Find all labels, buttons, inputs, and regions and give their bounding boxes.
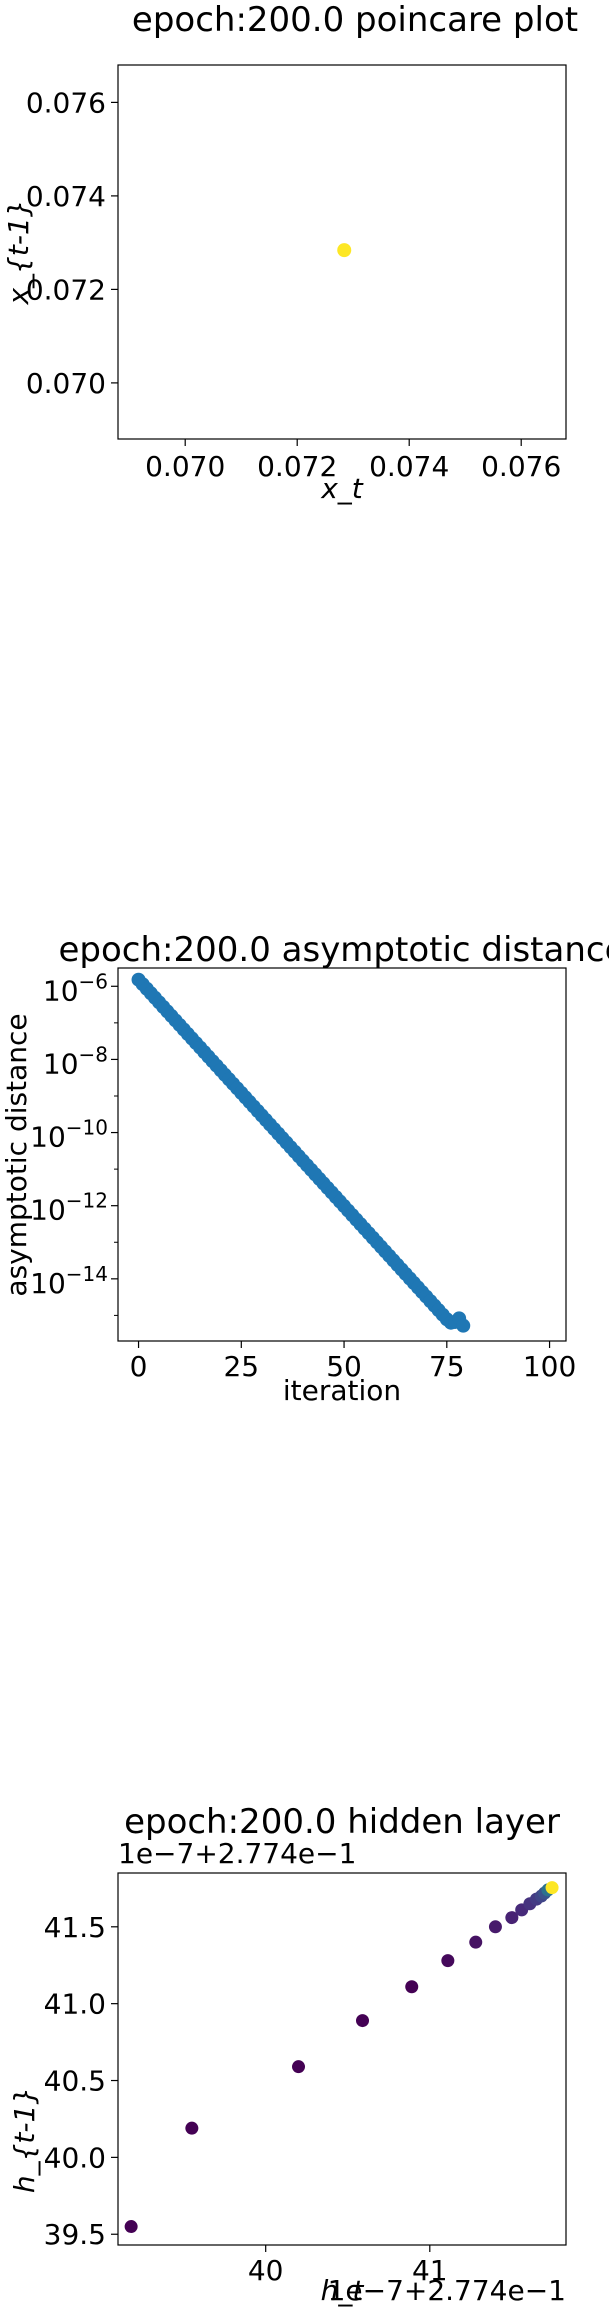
hidden-y-offset-label: 1e−7+2.774e−1 [118,1837,356,1870]
asymptotic-y-tick-exp: −10 [66,1116,108,1140]
asymptotic-y-tick-base: 10 [30,1194,66,1227]
poincare-x-tick-label: 0.074 [369,450,449,483]
hidden-point [185,2121,199,2135]
hidden-point [441,1954,455,1968]
hidden-x-label-text: h_t [321,2274,365,2307]
hidden-y-tick-label: 41.0 [44,1988,106,2021]
poincare-y-label-text: x_{t-1} [2,199,35,305]
poincare-title: epoch:200.0 poincare plot [132,0,578,40]
poincare-y-tick-label: 0.070 [26,367,106,400]
asymptotic-title: epoch:200.0 asymptotic distance [59,930,609,970]
asymptotic-x-tick-label: 25 [223,1350,259,1383]
poincare-y-label: x_{t-1} [2,199,35,305]
poincare-x-tick-label: 0.070 [145,450,225,483]
asymptotic-x-label: iteration [283,1374,401,1407]
asymptotic-x-tick-label: 100 [523,1350,576,1383]
poincare-y-tick-label: 0.074 [26,180,106,213]
hidden-x-tick-label: 41 [412,2254,448,2287]
asymptotic-axes-frame [117,967,567,1342]
asymptotic-point [456,1318,471,1333]
asymptotic-y-tick-base: 10 [30,1121,66,1154]
poincare-marks [111,101,522,446]
poincare-x-label: x_t [320,472,364,505]
asymptotic-y-tick-exp: −12 [66,1189,108,1213]
hidden-point [124,2220,138,2234]
poincare-axes-frame [117,64,567,440]
asymptotic-distance-chart: epoch:200.0 asymptotic distance 0 25 50 … [0,930,609,1407]
asymptotic-y-tick-label: 10−14 [30,1262,108,1300]
asymptotic-y-tick-base: 10 [43,974,79,1007]
hidden-x-label: h_t [321,2274,365,2307]
asymptotic-x-tick-label: 0 [130,1350,148,1383]
asymptotic-y-ticks: 10−6 10−8 10−10 10−12 10−14 [30,969,108,1300]
asymptotic-y-tick-label: 10−6 [43,969,108,1007]
asymptotic-x-tick-label: 75 [429,1350,465,1383]
hidden-layer-chart: epoch:200.0 hidden layer 1e−7+2.774e−1 4… [8,1802,567,2307]
hidden-point [356,2014,370,2028]
hidden-axes-frame [117,1872,567,2246]
hidden-marks [111,1881,559,2252]
hidden-point [488,1920,502,1934]
hidden-y-tick-label: 39.5 [44,2218,106,2251]
poincare-x-ticks: 0.070 0.072 0.074 0.076 [145,450,561,483]
poincare-chart: epoch:200.0 poincare plot 0.070 0.072 0.… [2,0,578,505]
hidden-x-tick-label: 40 [248,2254,284,2287]
asymptotic-y-tick-label: 10−12 [30,1189,108,1227]
hidden-y-label: h_{t-1} [8,2087,41,2193]
hidden-point [405,1980,419,1994]
poincare-x-tick-label: 0.072 [257,450,337,483]
asymptotic-x-ticks: 0 25 50 75 100 [130,1350,577,1383]
hidden-x-ticks: 40 41 [248,2254,448,2287]
hidden-point [469,1935,483,1949]
asymptotic-y-tick-label: 10−8 [43,1042,108,1080]
asymptotic-y-label: asymptotic distance [0,1013,33,1296]
poincare-x-label-text: x_t [320,472,364,505]
asymptotic-x-tick-label: 50 [326,1350,362,1383]
poincare-x-tick-label: 0.076 [481,450,561,483]
poincare-y-tick-label: 0.072 [26,273,106,306]
poincare-point [337,243,352,258]
hidden-y-tick-label: 40.5 [44,2065,106,2098]
hidden-point [292,2060,306,2074]
hidden-point [505,1911,519,1925]
asymptotic-y-tick-exp: −8 [79,1042,108,1066]
asymptotic-marks [111,972,551,1348]
asymptotic-y-tick-base: 10 [30,1267,66,1300]
hidden-y-tick-label: 41.5 [44,1911,106,1944]
poincare-y-ticks: 0.070 0.072 0.074 0.076 [26,86,106,400]
hidden-x-offset-label: 1e−7+2.774e−1 [328,2274,566,2307]
hidden-y-ticks: 39.5 40.0 40.5 41.0 41.5 [44,1911,106,2251]
asymptotic-y-tick-exp: −6 [79,969,108,993]
hidden-y-tick-label: 40.0 [44,2141,106,2174]
asymptotic-y-tick-exp: −14 [66,1262,108,1286]
hidden-point [545,1881,559,1895]
asymptotic-y-tick-label: 10−10 [30,1116,108,1154]
poincare-y-tick-label: 0.076 [26,86,106,119]
asymptotic-y-tick-base: 10 [43,1047,79,1080]
hidden-title: epoch:200.0 hidden layer [124,1802,560,1842]
hidden-y-label-text: h_{t-1} [8,2087,41,2193]
